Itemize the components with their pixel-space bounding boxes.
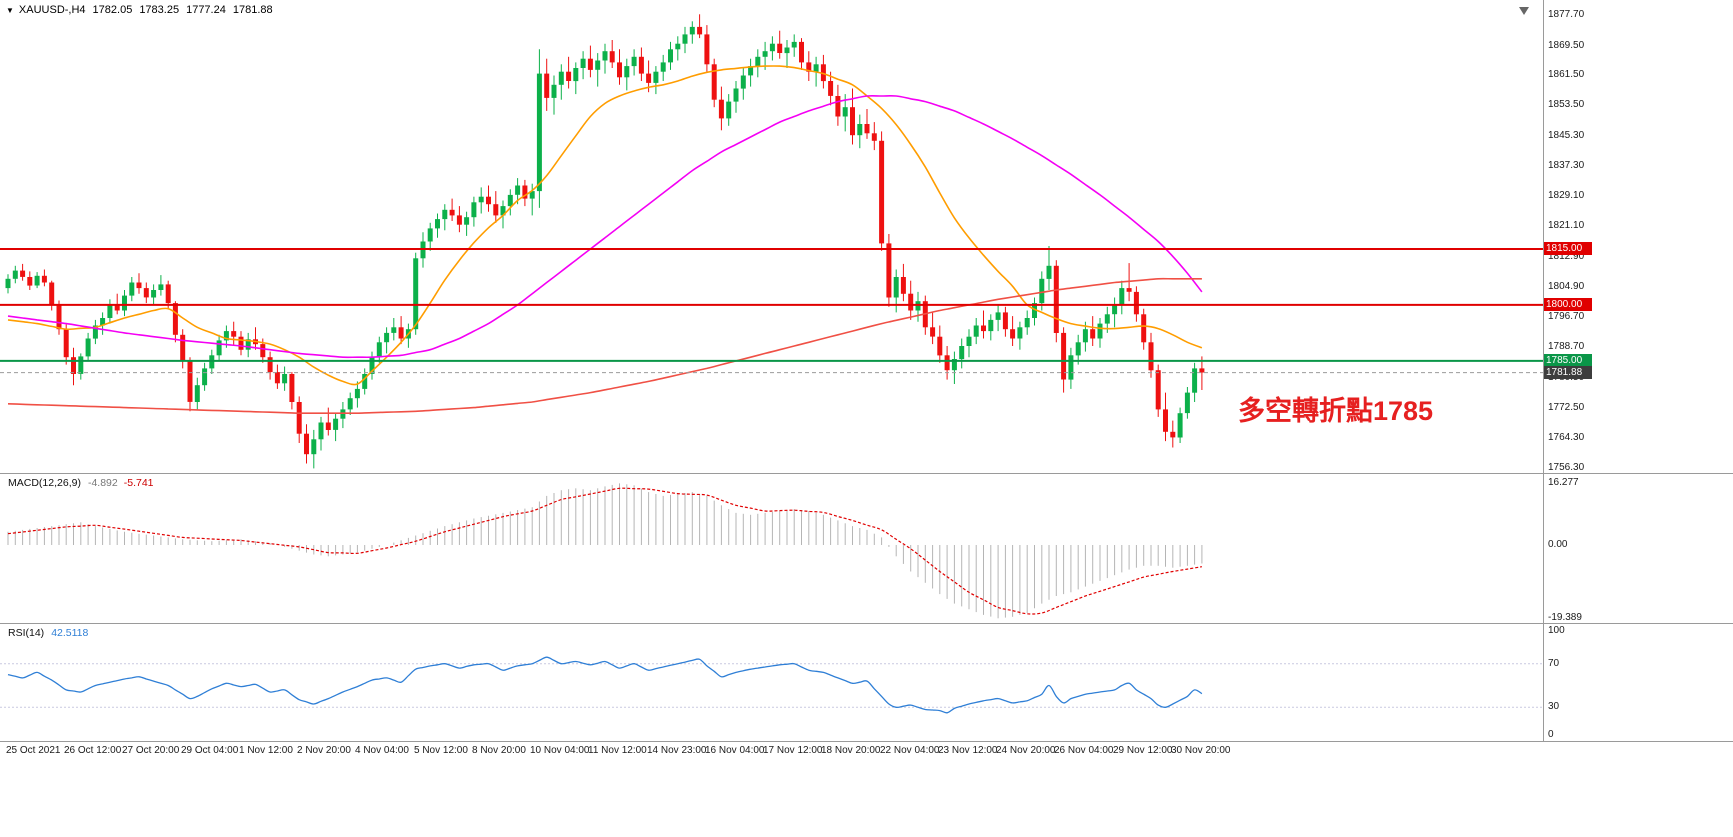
time-label: 22 Nov 04:00 xyxy=(880,745,940,756)
rsi-tick-label: 100 xyxy=(1548,625,1565,636)
price-tick-label: 1796.70 xyxy=(1548,311,1585,322)
time-label: 11 Nov 12:00 xyxy=(588,745,647,756)
macd-chart[interactable] xyxy=(0,474,1733,623)
price-open: 1782.05 xyxy=(92,4,133,16)
hline-price-label: 1800.00 xyxy=(1544,298,1592,311)
price-tick-label: 1812.90 xyxy=(1548,251,1585,262)
current-price-label: 1781.88 xyxy=(1544,366,1592,379)
time-label: 16 Nov 04:00 xyxy=(705,745,765,756)
price-tick-label: 1756.30 xyxy=(1548,462,1585,473)
price-tick-label: 1861.50 xyxy=(1548,69,1585,80)
time-label: 29 Oct 04:00 xyxy=(181,745,239,756)
macd-tick-label: 0.00 xyxy=(1548,539,1568,550)
price-tick-label: 1837.30 xyxy=(1548,160,1585,171)
price-axis-separator[interactable] xyxy=(1543,0,1544,741)
price-tick-label: 1853.50 xyxy=(1548,99,1585,110)
price-high: 1783.25 xyxy=(139,4,180,16)
macd-panel[interactable]: MACD(12,26,9) -4.892 -5.741 16.277 0.00 -19.… xyxy=(0,474,1733,623)
price-low: 1777.24 xyxy=(186,4,226,16)
time-label: 10 Nov 04:00 xyxy=(530,745,590,756)
price-close: 1781.88 xyxy=(232,4,273,16)
macd-name: MACD(12,26,9) xyxy=(8,477,81,489)
time-label: 23 Nov 12:00 xyxy=(938,745,998,756)
rsi-chart[interactable] xyxy=(0,624,1733,741)
price-tick-label: 1804.90 xyxy=(1548,281,1585,292)
symbol-info: ▼ XAUUSD-,H4 1782.05 1783.25 1777.24 1781.88 xyxy=(6,4,273,16)
price-tick-label: 1869.50 xyxy=(1548,40,1585,51)
time-label: 29 Nov 12:00 xyxy=(1113,745,1173,756)
panel-separator[interactable] xyxy=(0,623,1733,624)
candlestick-chart[interactable] xyxy=(0,0,1733,473)
price-tick-label: 1877.70 xyxy=(1548,9,1585,20)
price-tick-label: 1821.10 xyxy=(1548,220,1585,231)
panel-separator xyxy=(0,741,1733,742)
rsi-tick-label: 0 xyxy=(1548,729,1554,740)
rsi-label: RSI(14) 42.5118 xyxy=(8,627,88,639)
price-tick-label: 1788.70 xyxy=(1548,341,1585,352)
ma-fast-orange xyxy=(7,65,1203,386)
one-click-trading-icon[interactable]: ▼ xyxy=(6,6,14,15)
ma-slow-red xyxy=(7,277,1202,415)
time-label: 18 Nov 20:00 xyxy=(821,745,881,756)
price-tick-label: 1764.30 xyxy=(1548,432,1585,443)
price-chart-panel[interactable]: ▼ XAUUSD-,H4 1782.05 1783.25 1777.24 1781.88 … xyxy=(0,0,1733,473)
annotation-text: 多空轉折點1785 xyxy=(1238,396,1434,426)
macd-label: MACD(12,26,9) -4.892 -5.741 xyxy=(8,477,154,489)
price-tick-label: 1845.30 xyxy=(1548,130,1585,141)
time-axis[interactable]: 25 Oct 2021 26 Oct 12:00 27 Oct 20:00 29 Oc… xyxy=(0,742,1733,764)
panel-separator[interactable] xyxy=(0,473,1733,474)
time-label: 17 Nov 12:00 xyxy=(763,745,823,756)
rsi-tick-label: 30 xyxy=(1548,701,1560,712)
macd-signal-value: -5.741 xyxy=(123,477,154,489)
macd-tick-label: 16.277 xyxy=(1548,477,1579,488)
symbol-timeframe: XAUUSD-,H4 xyxy=(18,4,86,16)
time-label: 26 Oct 12:00 xyxy=(64,745,122,756)
time-label: 1 Nov 12:00 xyxy=(239,745,293,756)
time-label: 2 Nov 20:00 xyxy=(297,745,351,756)
rsi-name: RSI(14) xyxy=(8,627,45,639)
hline-price-label: 1785.00 xyxy=(1544,354,1592,367)
time-label: 8 Nov 20:00 xyxy=(472,745,526,756)
rsi-tick-label: 70 xyxy=(1548,658,1560,669)
macd-tick-label: -19.389 xyxy=(1548,612,1582,623)
chart-shift-icon[interactable] xyxy=(1519,7,1529,15)
time-label: 25 Oct 2021 xyxy=(6,745,61,756)
rsi-panel[interactable]: RSI(14) 42.5118 100 70 30 0 xyxy=(0,624,1733,741)
time-label: 24 Nov 20:00 xyxy=(996,745,1056,756)
time-label: 5 Nov 12:00 xyxy=(414,745,468,756)
macd-value: -4.892 xyxy=(87,477,118,489)
time-label: 4 Nov 04:00 xyxy=(355,745,409,756)
price-tick-label: 1829.10 xyxy=(1548,190,1585,201)
time-label: 30 Nov 20:00 xyxy=(1171,745,1231,756)
price-tick-label: 1772.50 xyxy=(1548,402,1585,413)
ma-mid-magenta xyxy=(7,94,1203,359)
time-label: 14 Nov 23:00 xyxy=(647,745,707,756)
hline-price-label: 1815.00 xyxy=(1544,242,1592,255)
time-label: 27 Oct 20:00 xyxy=(122,745,180,756)
time-label: 26 Nov 04:00 xyxy=(1054,745,1114,756)
rsi-value: 42.5118 xyxy=(51,627,89,639)
